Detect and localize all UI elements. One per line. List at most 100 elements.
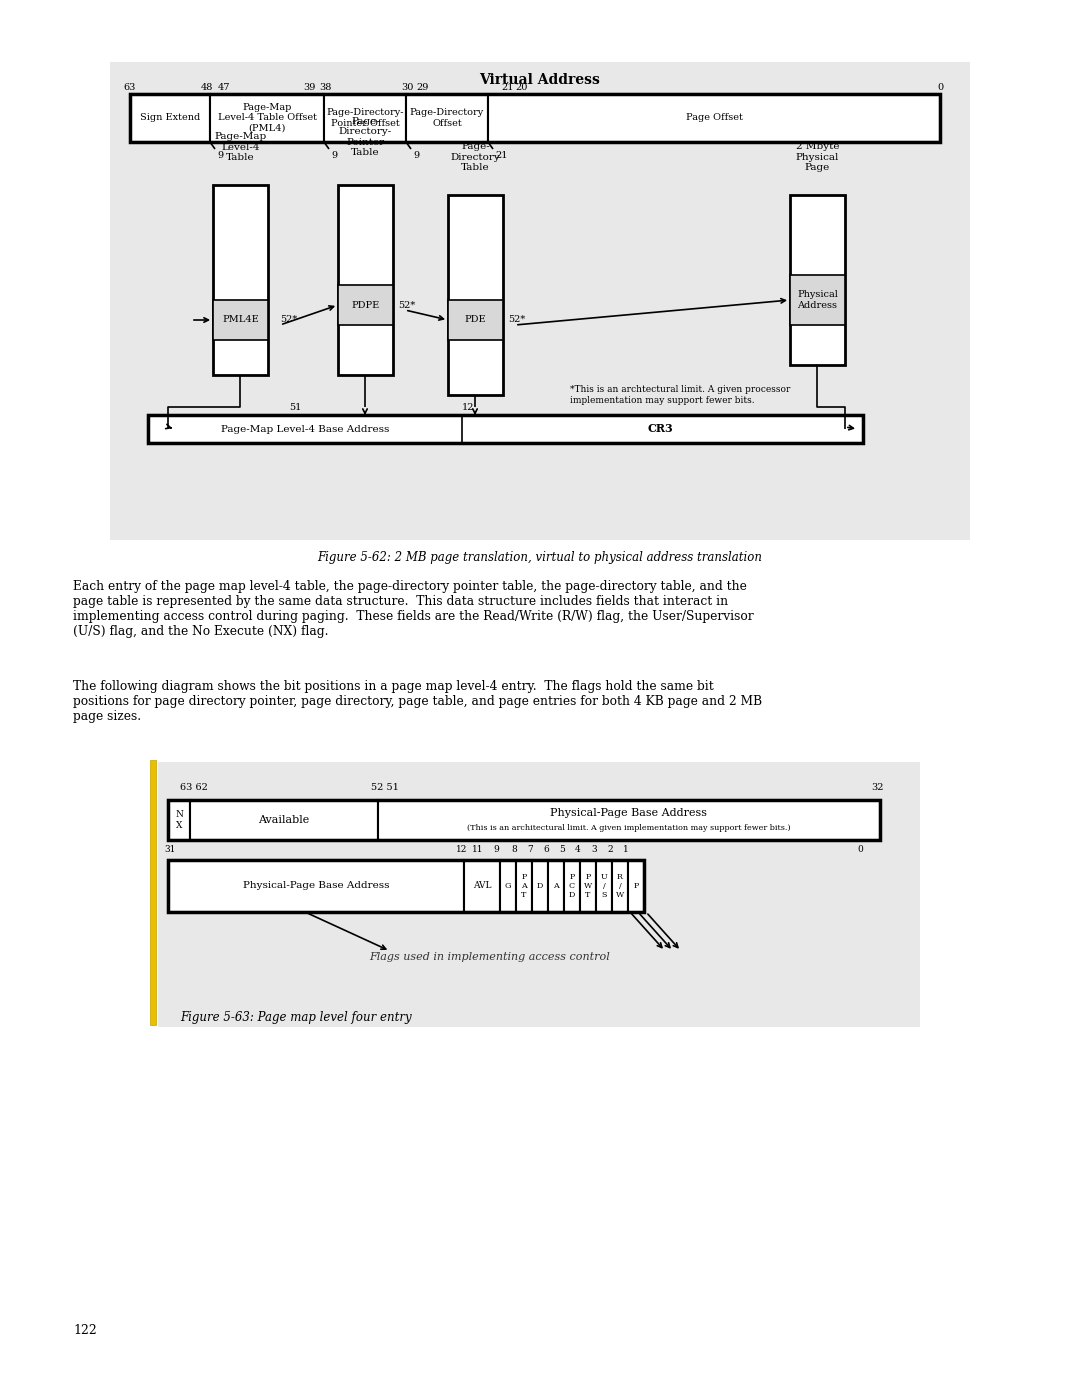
Bar — [789, 196, 845, 365]
Text: 32: 32 — [872, 784, 885, 792]
Bar — [148, 415, 863, 443]
Text: 0: 0 — [858, 845, 863, 855]
Text: 0: 0 — [937, 84, 943, 92]
Bar — [168, 861, 464, 912]
Text: 2 Mbyte
Physical
Page: 2 Mbyte Physical Page — [796, 142, 839, 172]
Text: 3: 3 — [591, 845, 597, 855]
Text: 9: 9 — [413, 151, 419, 161]
Text: Figure 5-63: Page map level four entry: Figure 5-63: Page map level four entry — [180, 1010, 411, 1024]
Bar — [500, 861, 516, 912]
Text: 52*: 52* — [508, 316, 525, 324]
Text: 63 62: 63 62 — [180, 784, 207, 792]
Bar — [110, 61, 970, 541]
Text: N
X: N X — [175, 810, 183, 830]
Text: 38: 38 — [319, 84, 332, 92]
Text: Physical-Page Base Address: Physical-Page Base Address — [551, 807, 707, 819]
Text: The following diagram shows the bit positions in a page map level-4 entry.  The : The following diagram shows the bit posi… — [73, 680, 762, 724]
Bar — [516, 861, 532, 912]
Text: A: A — [553, 882, 558, 890]
Text: (This is an architectural limit. A given implementation may support fewer bits.): (This is an architectural limit. A given… — [468, 824, 791, 833]
Bar — [148, 415, 863, 443]
Text: P: P — [633, 882, 638, 890]
Text: 11: 11 — [472, 845, 484, 855]
Text: Sign Extend: Sign Extend — [140, 113, 200, 123]
Text: 20: 20 — [516, 84, 528, 92]
Text: Available: Available — [258, 814, 310, 826]
Text: U
/
S: U / S — [600, 873, 607, 900]
Bar — [448, 196, 503, 395]
Text: 7: 7 — [527, 845, 532, 855]
Text: 5: 5 — [559, 845, 565, 855]
Text: Physical
Address: Physical Address — [797, 291, 838, 310]
Text: CR3: CR3 — [647, 423, 673, 434]
Text: P
A
T: P A T — [522, 873, 527, 900]
Bar — [596, 861, 612, 912]
Text: 63: 63 — [124, 84, 136, 92]
Text: Virtual Address: Virtual Address — [480, 73, 600, 87]
Text: 8: 8 — [511, 845, 517, 855]
Text: G: G — [504, 882, 511, 890]
Bar — [448, 300, 503, 339]
Text: P
C
D: P C D — [569, 873, 576, 900]
Bar — [464, 861, 500, 912]
Text: 9: 9 — [217, 151, 224, 161]
Text: 12: 12 — [457, 845, 468, 855]
Text: Page-Directory
Offset: Page-Directory Offset — [410, 109, 484, 127]
Text: 30: 30 — [401, 84, 414, 92]
Bar — [213, 184, 268, 374]
Text: 52*: 52* — [399, 300, 415, 310]
Text: 6: 6 — [543, 845, 549, 855]
Text: Page-Map
Level-4
Table: Page-Map Level-4 Table — [214, 133, 267, 162]
Text: AVL: AVL — [473, 882, 491, 890]
Text: 52 51: 52 51 — [372, 784, 399, 792]
Bar — [564, 861, 580, 912]
Text: PML4E: PML4E — [222, 316, 259, 324]
Text: Figure 5-62: 2 MB page translation, virtual to physical address translation: Figure 5-62: 2 MB page translation, virt… — [318, 552, 762, 564]
Text: 29: 29 — [417, 84, 429, 92]
Bar — [150, 760, 156, 1025]
Text: 39: 39 — [302, 84, 315, 92]
Text: 48: 48 — [201, 84, 213, 92]
Text: 31: 31 — [164, 845, 176, 855]
Text: *This is an archtectural limit. A given processor
implementation may support few: *This is an archtectural limit. A given … — [570, 386, 791, 405]
Text: 4: 4 — [576, 845, 581, 855]
Text: Page-
Directory-
Pointer
Table: Page- Directory- Pointer Table — [339, 117, 392, 156]
Text: 9: 9 — [330, 151, 337, 161]
Bar — [158, 761, 920, 1027]
Bar — [532, 861, 548, 912]
Text: 21: 21 — [495, 151, 508, 161]
Text: R
/
W: R / W — [616, 873, 624, 900]
Text: 52*: 52* — [280, 316, 297, 324]
Bar — [210, 94, 324, 142]
Bar — [488, 94, 940, 142]
Text: Page Offset: Page Offset — [686, 113, 742, 123]
Bar — [168, 800, 880, 840]
Text: 47: 47 — [218, 84, 230, 92]
Bar — [130, 94, 210, 142]
Bar — [213, 300, 268, 339]
Text: 21: 21 — [502, 84, 514, 92]
Text: Flags used in implementing access control: Flags used in implementing access contro… — [369, 951, 610, 963]
Text: Page-Map
Level-4 Table Offset
(PML4): Page-Map Level-4 Table Offset (PML4) — [217, 103, 316, 133]
Bar — [627, 861, 644, 912]
Text: PDPE: PDPE — [351, 300, 380, 310]
Text: Page-Map Level-4 Base Address: Page-Map Level-4 Base Address — [220, 425, 389, 433]
Bar — [130, 94, 940, 142]
Text: D: D — [537, 882, 543, 890]
Text: PDE: PDE — [464, 316, 486, 324]
Text: Page-
Directory
Table: Page- Directory Table — [450, 142, 500, 172]
Text: Physical-Page Base Address: Physical-Page Base Address — [243, 882, 389, 890]
Text: 51: 51 — [288, 402, 301, 412]
Bar — [338, 184, 393, 374]
Bar — [406, 94, 488, 142]
Bar — [338, 285, 393, 326]
Text: P
W
T: P W T — [584, 873, 592, 900]
Text: 2: 2 — [607, 845, 612, 855]
Text: 1: 1 — [623, 845, 629, 855]
Bar — [789, 275, 845, 326]
Text: 122: 122 — [73, 1323, 97, 1337]
Text: Page-Directory-
Pointer Offset: Page-Directory- Pointer Offset — [326, 109, 404, 127]
Text: Each entry of the page map level-4 table, the page-directory pointer table, the : Each entry of the page map level-4 table… — [73, 580, 754, 638]
Bar — [168, 800, 190, 840]
Text: 12: 12 — [462, 402, 474, 412]
